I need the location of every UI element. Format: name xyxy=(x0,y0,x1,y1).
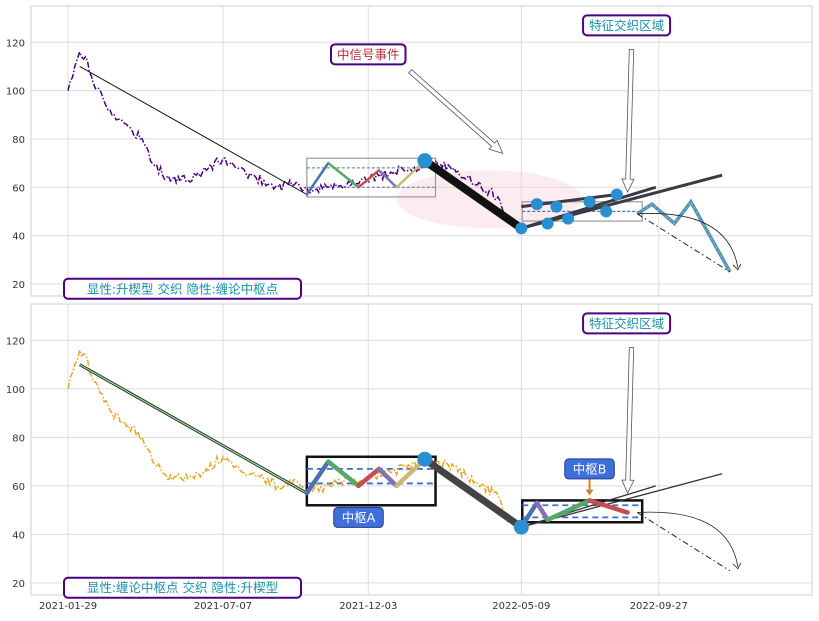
y-tick-label: 100 xyxy=(6,385,25,396)
y-tick-label: 120 xyxy=(6,336,25,347)
price-series xyxy=(67,347,509,523)
wave-segment xyxy=(304,459,331,496)
wave-segment xyxy=(545,498,592,523)
annotation-box xyxy=(63,277,302,300)
wave-segment xyxy=(534,500,550,523)
wave-segment xyxy=(377,169,398,189)
annotation-text: 中枢A xyxy=(342,510,376,525)
annotation-text: 显性:缠论中枢点 交织 隐性:升楔型 xyxy=(87,580,278,595)
data-point-marker xyxy=(550,200,563,213)
annotation-text: 中信号事件 xyxy=(337,47,400,62)
wave-segment xyxy=(305,161,330,196)
wedge-line xyxy=(521,485,657,528)
wave-segment xyxy=(357,169,381,189)
plot-area xyxy=(30,5,813,297)
price-series xyxy=(67,49,509,224)
wave-segment xyxy=(587,498,630,515)
plot-area xyxy=(30,303,813,596)
annotation-text: 显性:升楔型 交织 隐性:缠论中枢点 xyxy=(87,281,278,296)
x-tick-label: 2021-07-07 xyxy=(194,601,252,612)
trend-line-inner xyxy=(79,364,308,494)
y-tick-label: 20 xyxy=(12,579,25,590)
y-tick-label: 80 xyxy=(12,135,25,146)
trend-line xyxy=(79,65,308,195)
annotation-arrow xyxy=(621,347,635,495)
y-tick-label: 100 xyxy=(6,87,25,98)
annotation-box xyxy=(330,43,407,66)
annotation-box xyxy=(63,576,302,599)
future-path-inner xyxy=(636,200,731,273)
data-point-marker xyxy=(600,205,613,218)
annotation-box xyxy=(564,458,615,480)
y-tick-label: 60 xyxy=(12,183,25,194)
panel-2: 20 40 60 80 100 120 2021-01-29 2021-07-07 2021-1… xyxy=(6,303,813,612)
projection-line xyxy=(637,512,731,572)
y-tick-label: 40 xyxy=(12,530,25,541)
data-point-marker xyxy=(562,212,575,225)
x-tick-label: 2021-01-29 xyxy=(39,601,97,612)
annotation-arrowhead xyxy=(585,489,594,496)
annotation-text: 特征交织区域 xyxy=(589,316,664,331)
data-point-marker xyxy=(583,195,596,208)
data-point-marker xyxy=(530,198,543,211)
projection-line xyxy=(637,213,731,273)
zone-box xyxy=(305,455,437,507)
annotation-arrow xyxy=(621,48,635,194)
zone-box xyxy=(306,157,437,198)
wave-segment xyxy=(327,161,360,189)
annotation-arrow xyxy=(408,69,504,155)
data-point-marker xyxy=(417,451,433,467)
wave-segment xyxy=(356,466,382,489)
annotation-box xyxy=(582,14,672,37)
projection-arrowhead xyxy=(732,263,742,271)
projection-arrowhead xyxy=(732,562,742,570)
annotation-text: 特征交织区域 xyxy=(589,18,664,33)
data-point-marker xyxy=(541,217,554,230)
wave-segment xyxy=(376,466,399,489)
zone-box xyxy=(521,499,644,524)
y-tick-label: 80 xyxy=(12,433,25,444)
projection-arc xyxy=(637,213,739,268)
annotation-text: 中枢B xyxy=(573,461,607,476)
y-tick-label: 40 xyxy=(12,232,25,243)
annotation-box xyxy=(333,506,384,528)
drop-segment xyxy=(420,156,526,233)
projection-arc xyxy=(637,511,739,567)
data-point-marker xyxy=(610,188,623,201)
y-tick-label: 20 xyxy=(12,280,25,291)
data-point-marker xyxy=(515,222,528,235)
wave-segment xyxy=(326,459,361,489)
x-tick-label: 2022-05-09 xyxy=(492,601,550,612)
x-tick-label: 2022-09-27 xyxy=(630,601,688,612)
drop-segment xyxy=(421,455,525,531)
signal-ellipse xyxy=(396,170,582,229)
annotation-box xyxy=(582,312,672,335)
data-point-marker xyxy=(417,153,433,169)
y-tick-label: 120 xyxy=(6,38,25,49)
x-tick-label: 2021-12-03 xyxy=(339,601,397,612)
data-point-marker xyxy=(513,519,529,535)
y-tick-label: 60 xyxy=(12,482,25,493)
